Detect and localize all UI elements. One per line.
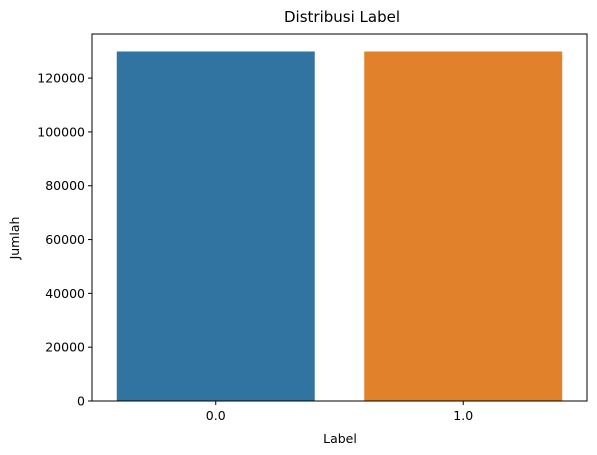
y-axis-label: Jumlah: [7, 217, 22, 261]
y-tick-label: 40000: [45, 286, 85, 301]
x-tick-label: 0.0: [206, 408, 226, 423]
y-tick-label: 60000: [45, 232, 85, 247]
x-axis-label: Label: [323, 431, 357, 446]
y-tick-label: 120000: [37, 71, 85, 86]
bar-1-0: [364, 51, 563, 401]
plot-frame: [91, 33, 588, 402]
x-tick-label: 1.0: [453, 408, 473, 423]
y-tick-label: 100000: [37, 124, 85, 139]
bar-0-0: [116, 51, 315, 401]
bars-layer: [116, 51, 563, 401]
y-tick-label: 0: [77, 394, 85, 409]
y-tick-label: 20000: [45, 340, 85, 355]
chart-title: Distribusi Label: [284, 8, 400, 26]
y-tick-label: 80000: [45, 178, 85, 193]
x-axis: 0.0 1.0: [206, 401, 473, 423]
y-axis: 0 20000 40000 60000 80000 100000 120000: [37, 71, 92, 409]
